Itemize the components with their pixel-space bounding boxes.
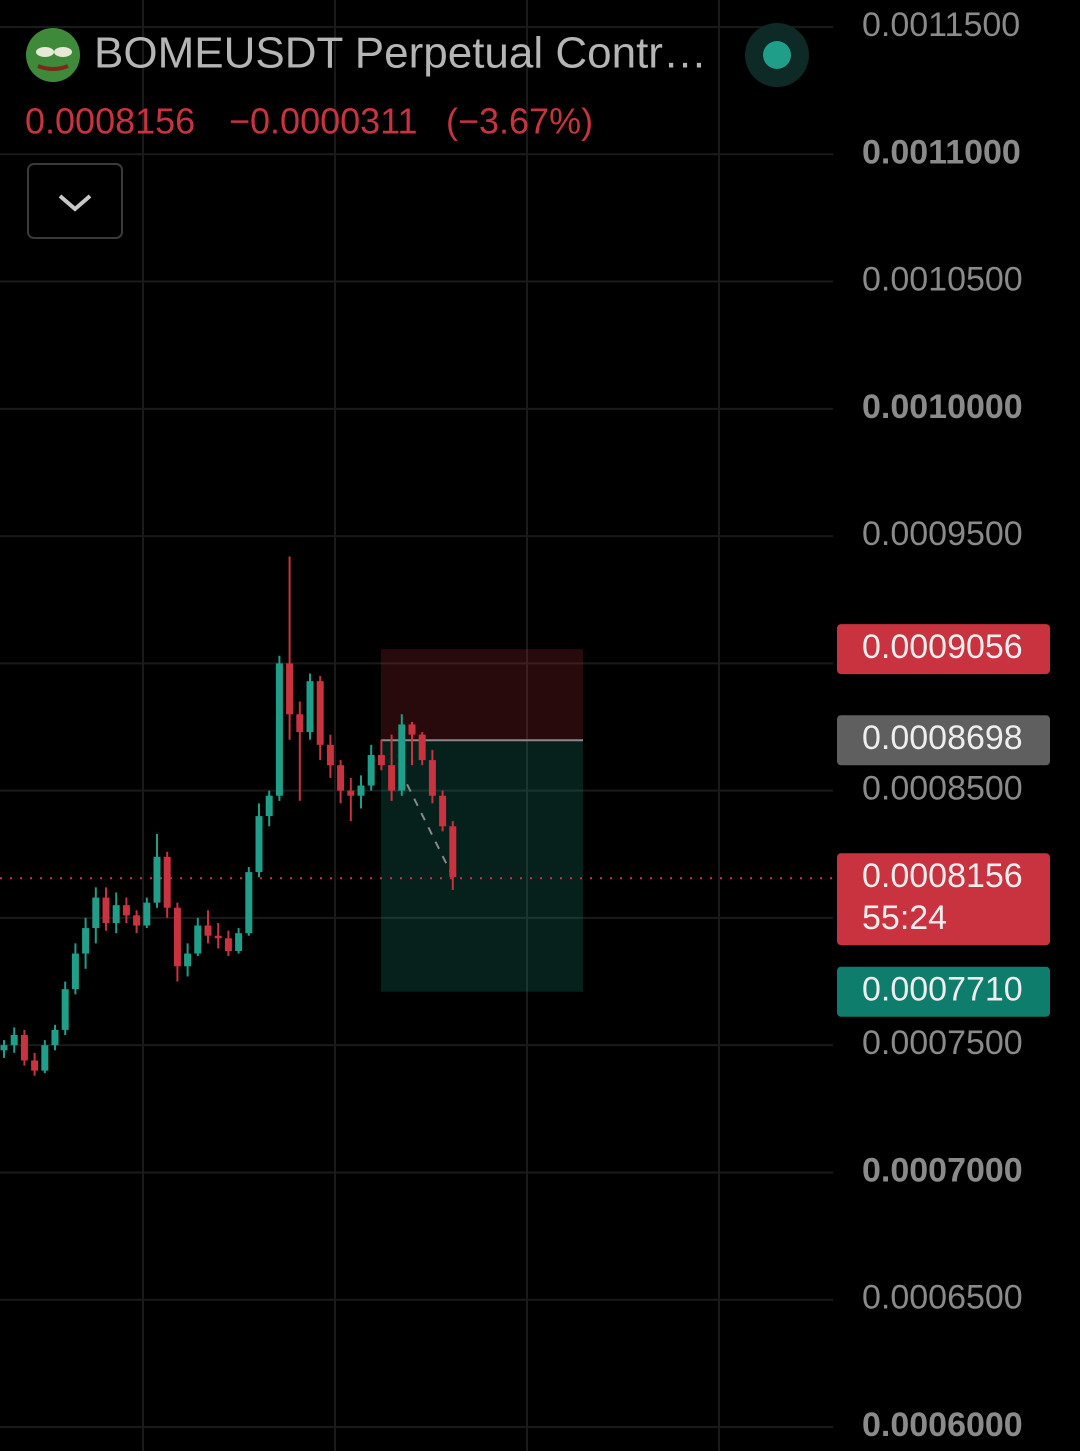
y-tick-label: 0.0011000 (862, 133, 1021, 171)
candle-body (224, 938, 232, 951)
candle-body (51, 1029, 59, 1046)
y-tick-label: 0.0006500 (862, 1279, 1023, 1317)
candle-body (173, 907, 181, 967)
candle-body (71, 953, 79, 990)
candle-body (347, 790, 355, 796)
candle-body (214, 935, 222, 939)
header-price: 0.0008156 (25, 101, 195, 142)
candle-body (296, 714, 304, 733)
header-change: −0.0000311 (229, 101, 418, 142)
stop-loss-label: 0.0009056 (862, 628, 1023, 666)
last-price-label-bg (837, 853, 1050, 946)
candle-body (439, 795, 447, 827)
collapse-button[interactable] (27, 163, 123, 239)
candle-body (92, 897, 100, 929)
y-tick-label: 0.0011500 (862, 6, 1020, 44)
candle-body (265, 795, 273, 817)
entry-label: 0.0008698 (862, 719, 1023, 757)
candle-body (255, 816, 263, 873)
candle-body (20, 1035, 28, 1061)
logo-eye (54, 47, 72, 57)
y-tick-label: 0.0010000 (862, 388, 1023, 426)
candle-body (357, 785, 365, 796)
status-dot (763, 41, 791, 69)
candle-body (418, 734, 426, 761)
candle-body (0, 1045, 8, 1051)
last-price-label: 0.0008156 (862, 857, 1023, 895)
candle-body (306, 681, 314, 733)
candle-body (286, 663, 294, 715)
candle-body (102, 897, 110, 923)
candle-body (275, 663, 283, 796)
candle-body (398, 724, 406, 791)
candle-body (326, 744, 334, 766)
candle-body (112, 905, 120, 923)
stop-loss-label-bg (837, 624, 1050, 675)
candle-body (153, 856, 161, 903)
chevron-icon[interactable] (58, 194, 92, 212)
y-tick-label: 0.0007000 (862, 1151, 1023, 1189)
y-tick-label: 0.0009500 (862, 515, 1023, 553)
candle-body (316, 681, 324, 745)
candle-body (245, 872, 253, 934)
y-tick-label: 0.0006000 (862, 1406, 1023, 1444)
countdown-label: 55:24 (862, 899, 947, 937)
target-zone (381, 740, 583, 992)
symbol-logo (26, 28, 80, 82)
candle-body (10, 1035, 18, 1046)
y-tick-label: 0.0007500 (862, 1024, 1023, 1062)
candle-body (133, 915, 141, 926)
candle-body (194, 925, 202, 954)
take-profit-label-bg (837, 966, 1050, 1017)
candle-body (449, 826, 457, 878)
candle-body (41, 1045, 49, 1071)
candle-body (428, 760, 436, 796)
candle-body (204, 925, 212, 936)
candle-body (82, 928, 90, 954)
projection-arrow (399, 769, 453, 876)
logo-mouth (37, 64, 69, 71)
candle-body (122, 905, 130, 916)
entry-label-bg (837, 715, 1050, 766)
candle-body (367, 755, 375, 786)
candle-body (408, 724, 416, 735)
take-profit-label: 0.0007710 (862, 971, 1023, 1009)
symbol-title: BOMEUSDT Perpetual Contr… (94, 29, 707, 78)
candle-body (163, 856, 171, 908)
candle-body (61, 989, 69, 1030)
vertical-grid (142, 0, 720, 1451)
candle-body (143, 902, 151, 926)
candle-body (337, 765, 345, 791)
candle-body (235, 933, 243, 951)
header-change-percent: (−3.67%) (446, 101, 593, 142)
candle-body (184, 953, 192, 967)
candle-body (31, 1060, 39, 1071)
y-tick-label: 0.0008500 (862, 770, 1023, 808)
candle-body (377, 755, 385, 766)
y-tick-label: 0.0010500 (862, 261, 1023, 299)
logo-eye (36, 47, 54, 57)
candle-body (388, 765, 396, 791)
